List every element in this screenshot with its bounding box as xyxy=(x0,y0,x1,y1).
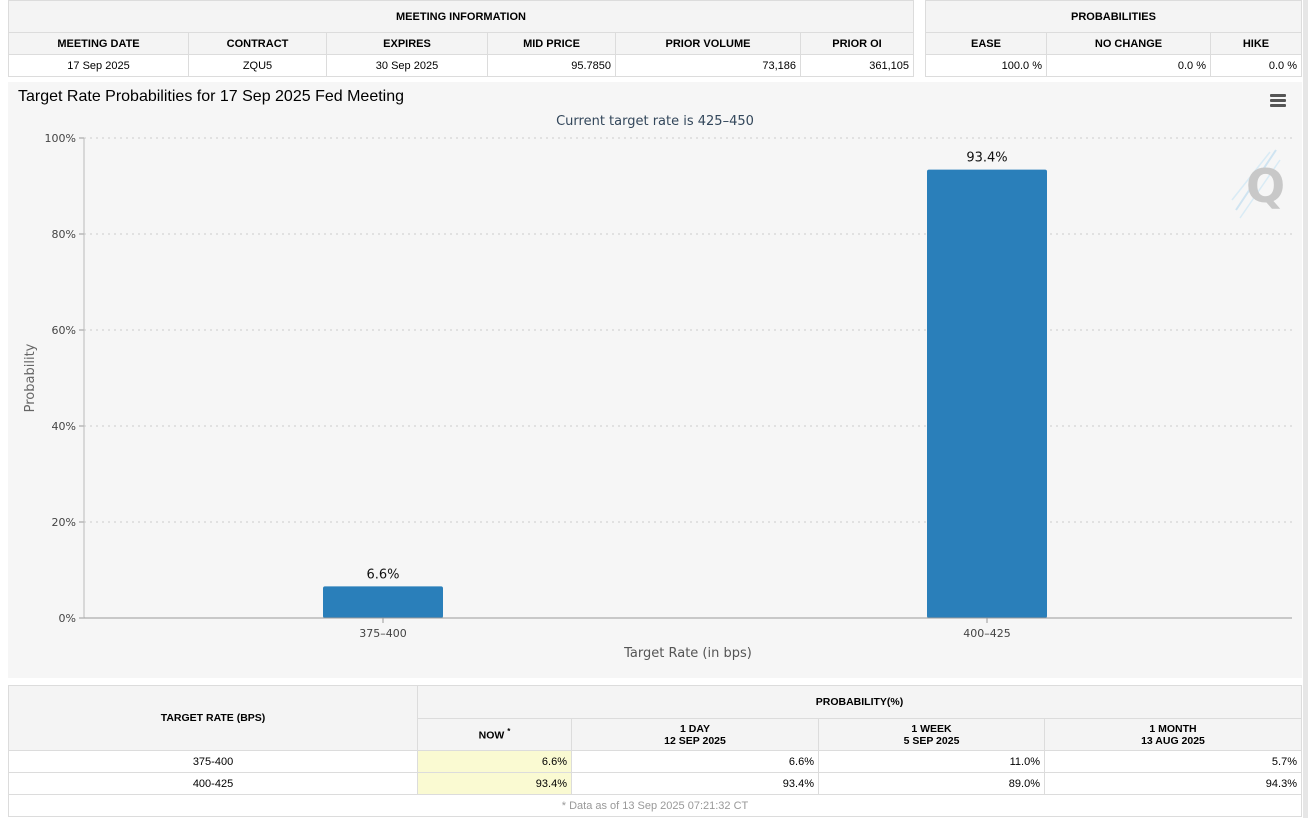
page-scrollbar[interactable] xyxy=(1303,0,1308,818)
y-axis-title: Probability xyxy=(23,343,38,412)
one-month-value-cell: 5.7% xyxy=(1044,750,1302,773)
chart-bars xyxy=(323,169,1047,618)
y-tick-label: 40% xyxy=(52,420,76,433)
target-rate-header: TARGET RATE (BPS) xyxy=(8,685,418,751)
bar-375–400[interactable] xyxy=(323,586,443,618)
y-tick-label: 80% xyxy=(52,228,76,241)
one-month-label: 1 MONTH xyxy=(1149,722,1197,735)
chart-data-labels: 6.6% 93.4% xyxy=(366,151,1007,583)
prior-volume-header: PRIOR VOLUME xyxy=(615,32,801,55)
prior-volume-value: 73,186 xyxy=(615,54,801,77)
quikstrike-watermark-icon: Q xyxy=(1231,149,1285,219)
meeting-info-group-header: MEETING INFORMATION xyxy=(8,0,914,33)
ease-value: 100.0 % xyxy=(925,54,1047,77)
now-value-cell: 6.6% xyxy=(417,750,572,773)
meeting-date-value: 17 Sep 2025 xyxy=(8,54,189,77)
y-tick-label: 0% xyxy=(59,612,76,625)
mid-price-value: 95.7850 xyxy=(487,54,616,77)
now-column-label: NOW xyxy=(478,729,505,742)
bar-data-label: 93.4% xyxy=(966,151,1007,166)
hike-value: 0.0 % xyxy=(1210,54,1302,77)
bar-data-label: 6.6% xyxy=(366,567,399,582)
y-axis: 0% 20% 40% 60% 80% 100% xyxy=(45,132,85,625)
now-column-marker: * xyxy=(507,727,511,737)
one-week-column-header: 1 WEEK 5 SEP 2025 xyxy=(818,718,1045,751)
probability-chart: Q 6.6% 93.4% 0% 20% 40% 60% 80% 100% 375–400 40… xyxy=(23,114,1292,661)
chart-gridlines xyxy=(84,137,1292,523)
hike-header: HIKE xyxy=(1210,32,1302,55)
y-tick-label: 60% xyxy=(52,324,76,337)
one-month-value-cell: 94.3% xyxy=(1044,772,1302,795)
one-day-value-cell: 6.6% xyxy=(571,750,819,773)
bar-400–425[interactable] xyxy=(927,169,1047,618)
one-week-value-cell: 11.0% xyxy=(818,750,1045,773)
chart-panel: Q 6.6% 93.4% 0% 20% 40% 60% 80% 100% 375–400 40… xyxy=(8,82,1302,678)
probabilities-table: PROBABILITIES EASE NO CHANGE HIKE 100.0 … xyxy=(925,0,1302,77)
no-change-header: NO CHANGE xyxy=(1046,32,1211,55)
rate-cell: 375-400 xyxy=(8,750,418,773)
y-tick-label: 20% xyxy=(52,516,76,529)
one-day-label: 1 DAY xyxy=(680,722,710,735)
chart-title: Target Rate Probabilities for 17 Sep 202… xyxy=(18,88,405,105)
contract-value: ZQU5 xyxy=(188,54,327,77)
x-axis-title: Target Rate (in bps) xyxy=(623,646,752,661)
table-row: 375-400 6.6% 6.6% 11.0% 5.7% xyxy=(8,750,1302,773)
prior-oi-value: 361,105 xyxy=(800,54,914,77)
table-row: 400-425 93.4% 93.4% 89.0% 94.3% xyxy=(8,772,1302,795)
x-tick-label: 400–425 xyxy=(963,627,1011,640)
ease-header: EASE xyxy=(925,32,1047,55)
rate-cell: 400-425 xyxy=(8,772,418,795)
expires-value: 30 Sep 2025 xyxy=(326,54,488,77)
x-axis: 375–400 400–425 xyxy=(84,617,1292,640)
probability-group-header: PROBABILITY(%) xyxy=(417,685,1302,719)
one-day-date: 12 SEP 2025 xyxy=(664,734,726,747)
mid-price-header: MID PRICE xyxy=(487,32,616,55)
chart-menu-icon[interactable] xyxy=(1270,94,1286,107)
one-month-column-header: 1 MONTH 13 AUG 2025 xyxy=(1044,718,1302,751)
one-day-column-header: 1 DAY 12 SEP 2025 xyxy=(571,718,819,751)
one-week-date: 5 SEP 2025 xyxy=(903,734,960,747)
one-week-value-cell: 89.0% xyxy=(818,772,1045,795)
meeting-date-header: MEETING DATE xyxy=(8,32,189,55)
rate-probability-table: TARGET RATE (BPS) PROBABILITY(%) NOW * 1… xyxy=(8,685,1302,817)
prior-oi-header: PRIOR OI xyxy=(800,32,914,55)
now-column-header: NOW * xyxy=(417,718,572,751)
contract-header: CONTRACT xyxy=(188,32,327,55)
one-day-value-cell: 93.4% xyxy=(571,772,819,795)
meeting-info-table: MEETING INFORMATION MEETING DATE CONTRAC… xyxy=(8,0,914,77)
data-timestamp-footnote: * Data as of 13 Sep 2025 07:21:32 CT xyxy=(8,794,1302,817)
one-month-date: 13 AUG 2025 xyxy=(1141,734,1205,747)
x-tick-label: 375–400 xyxy=(359,627,407,640)
one-week-label: 1 WEEK xyxy=(911,722,952,735)
chart-subtitle: Current target rate is 425–450 xyxy=(556,114,754,129)
probabilities-group-header: PROBABILITIES xyxy=(925,0,1302,33)
expires-header: EXPIRES xyxy=(326,32,488,55)
watermark-letter: Q xyxy=(1246,159,1285,213)
y-tick-label: 100% xyxy=(45,132,76,145)
no-change-value: 0.0 % xyxy=(1046,54,1211,77)
now-value-cell: 93.4% xyxy=(417,772,572,795)
